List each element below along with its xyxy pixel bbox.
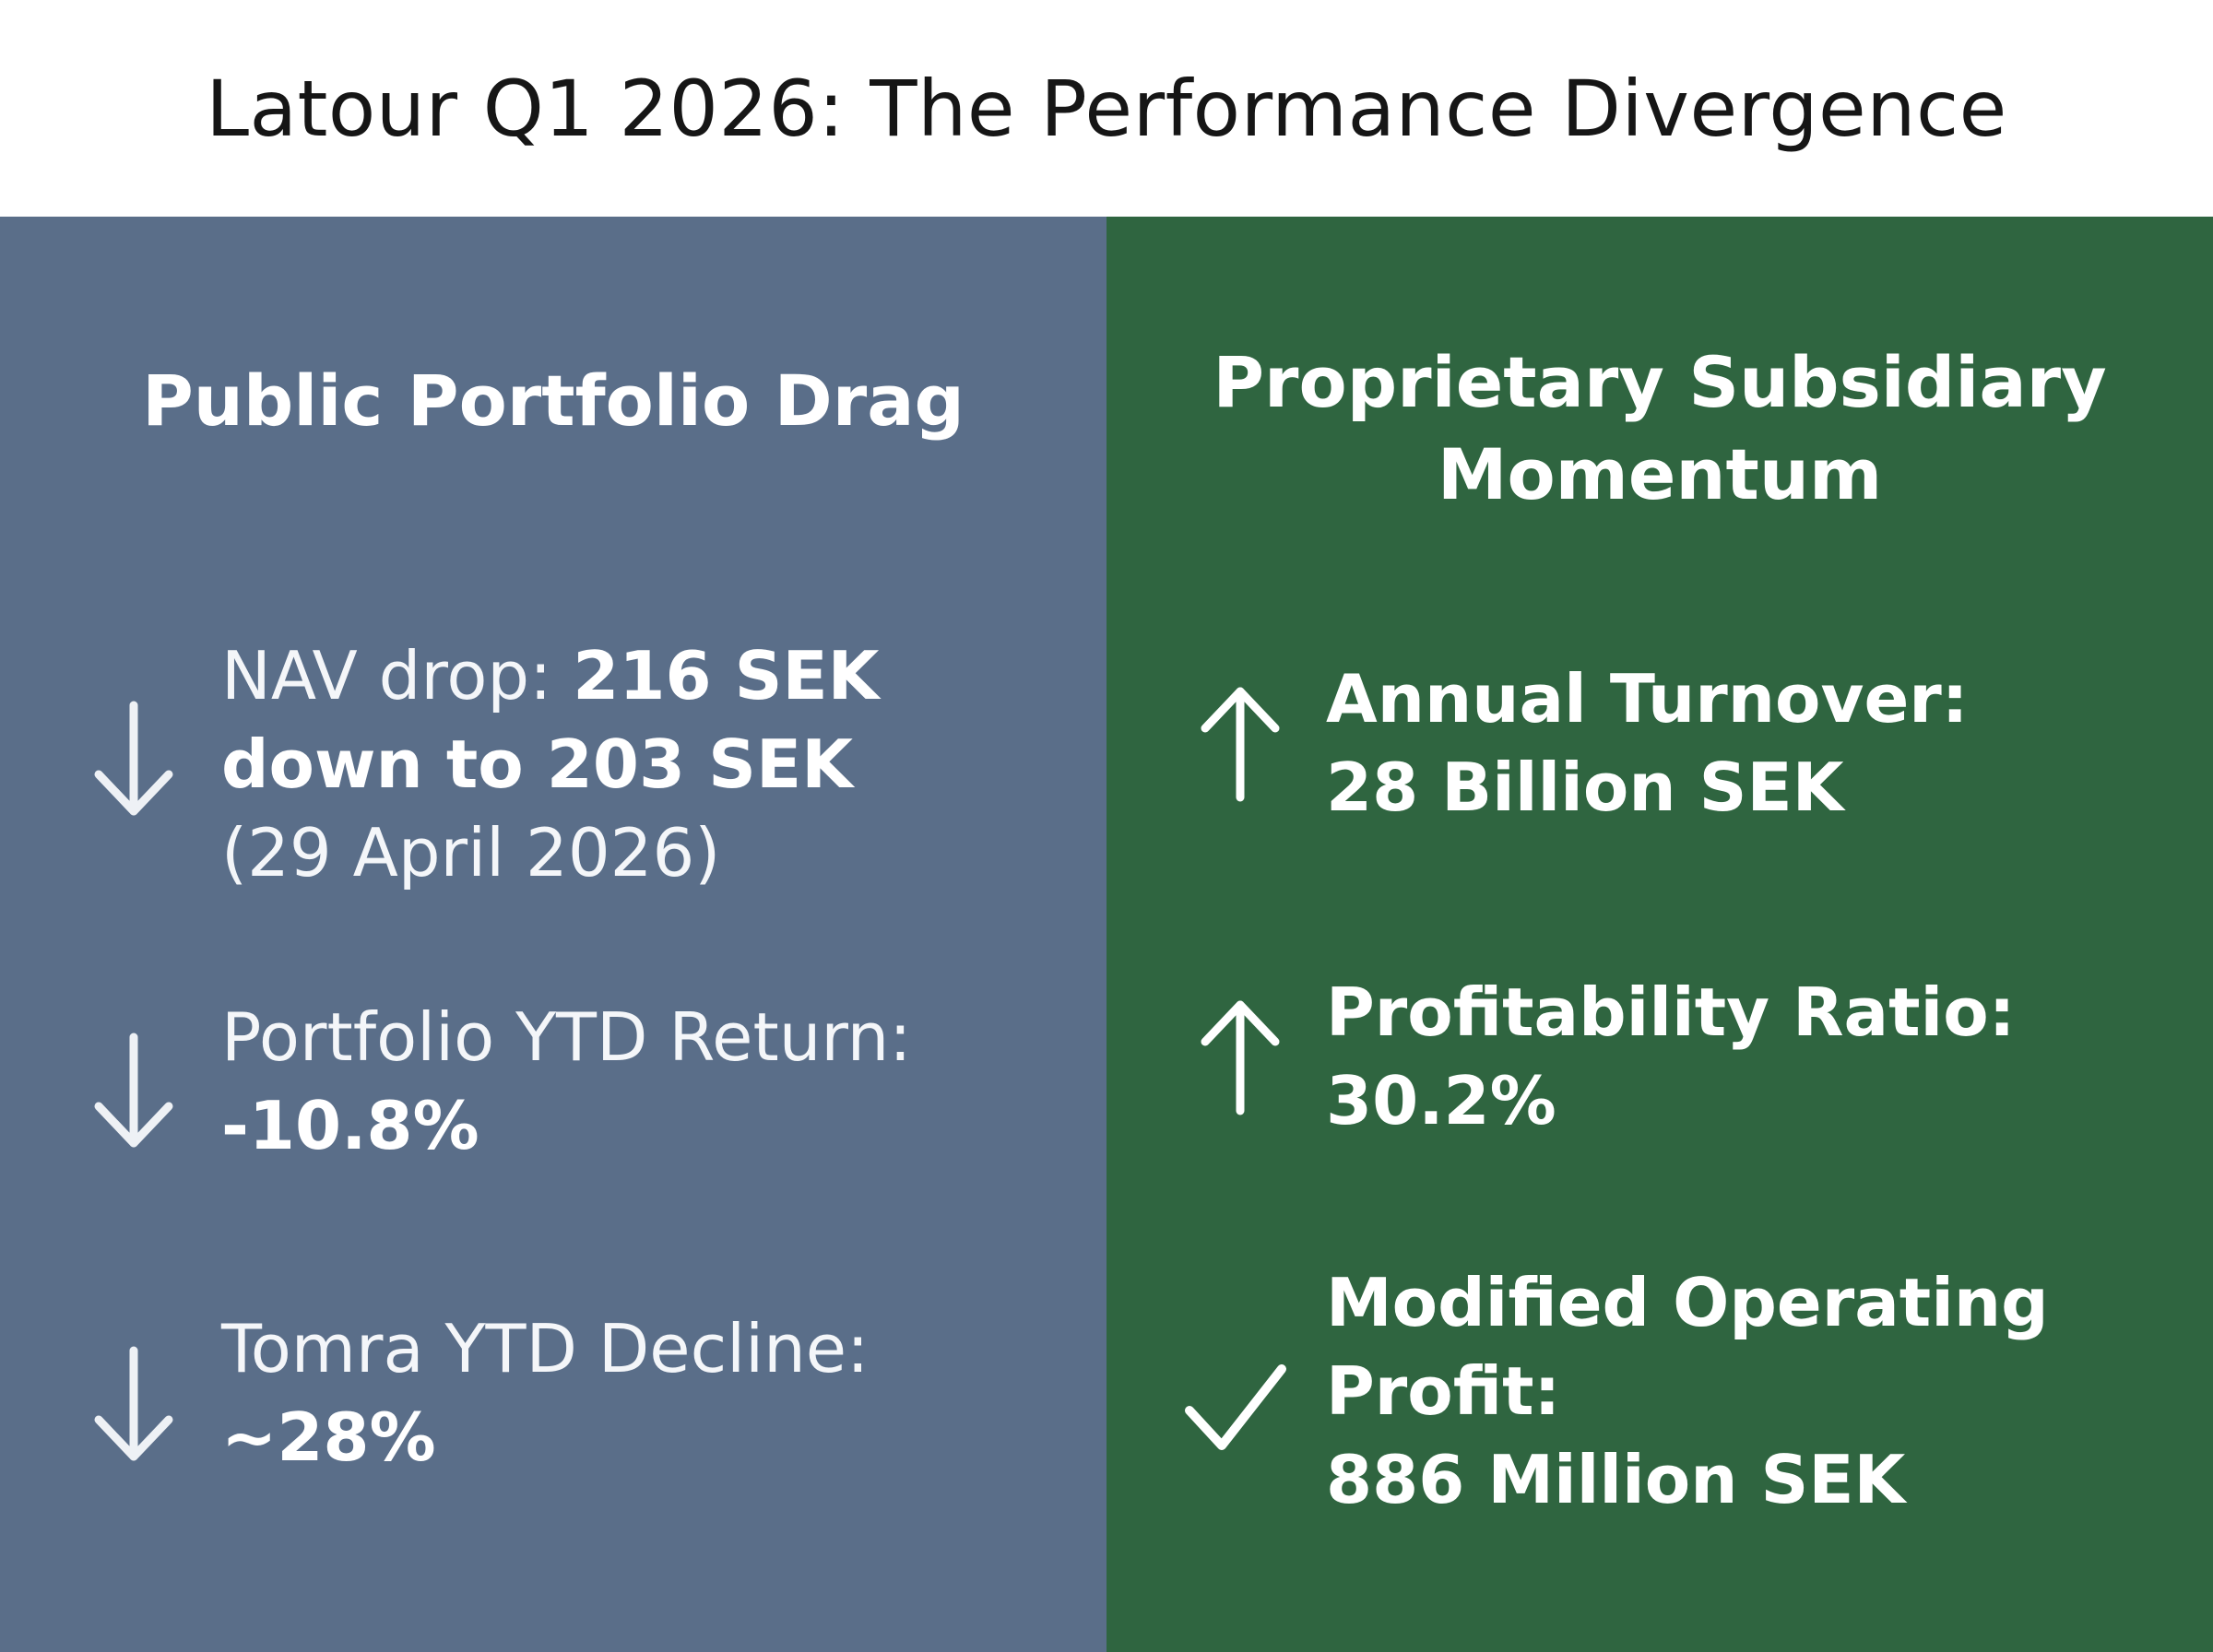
arrow-up-icon — [1194, 678, 1286, 807]
operating-profit-label-2: Profit: — [1326, 1352, 1561, 1430]
operating-profit-label-1: Modified Operating — [1326, 1264, 2049, 1341]
page-title: Latour Q1 2026: The Performance Divergen… — [206, 63, 2007, 154]
panel-heading-line-1: Proprietary Subsidiary — [1213, 341, 2107, 423]
portfolio-ytd-text: Portfolio YTD Return: -10.8% — [221, 993, 912, 1170]
annual-turnover-label: Annual Turnover: — [1326, 660, 1969, 738]
tomra-ytd-value: ~28% — [221, 1398, 436, 1476]
annual-turnover-value: 28 Billion SEK — [1326, 749, 1844, 826]
portfolio-ytd-value: -10.8% — [221, 1087, 479, 1164]
tomra-ytd-text: Tomra YTD Decline: ~28% — [221, 1304, 869, 1481]
proprietary-subsidiary-panel: Proprietary Subsidiary Momentum Annual T… — [1106, 217, 2213, 1652]
profitability-ratio-value: 30.2% — [1326, 1062, 1556, 1139]
arrow-down-icon — [88, 1341, 180, 1470]
public-portfolio-panel: Public Portfolio Drag NAV drop: 216 SEK … — [0, 217, 1106, 1652]
nav-drop-value-start: 216 SEK — [573, 637, 880, 714]
nav-drop-date: (29 April 2026) — [221, 814, 721, 891]
arrow-up-icon — [1194, 991, 1286, 1120]
arrow-down-icon — [88, 1028, 180, 1157]
title-bar: Latour Q1 2026: The Performance Divergen… — [0, 0, 2213, 217]
annual-turnover-text: Annual Turnover: 28 Billion SEK — [1326, 655, 1969, 832]
nav-drop-value-end: down to 203 SEK — [221, 726, 853, 803]
nav-drop-label: NAV drop: — [221, 637, 574, 714]
tomra-ytd-label: Tomra YTD Decline: — [221, 1310, 870, 1387]
profitability-ratio-label: Profitability Ratio: — [1326, 974, 2016, 1051]
panel-heading: Proprietary Subsidiary Momentum — [1106, 336, 2213, 521]
nav-drop-text: NAV drop: 216 SEK down to 203 SEK (29 Ap… — [221, 631, 879, 897]
portfolio-ytd-label: Portfolio YTD Return: — [221, 998, 912, 1076]
panel-heading-line-2: Momentum — [1437, 433, 1883, 515]
operating-profit-value: 886 Million SEK — [1326, 1441, 1906, 1518]
arrow-down-icon — [88, 696, 180, 825]
checkmark-icon — [1180, 1337, 1291, 1466]
operating-profit-text: Modified Operating Profit: 886 Million S… — [1326, 1258, 2049, 1524]
panel-heading: Public Portfolio Drag — [142, 360, 964, 442]
profitability-ratio-text: Profitability Ratio: 30.2% — [1326, 968, 2016, 1145]
